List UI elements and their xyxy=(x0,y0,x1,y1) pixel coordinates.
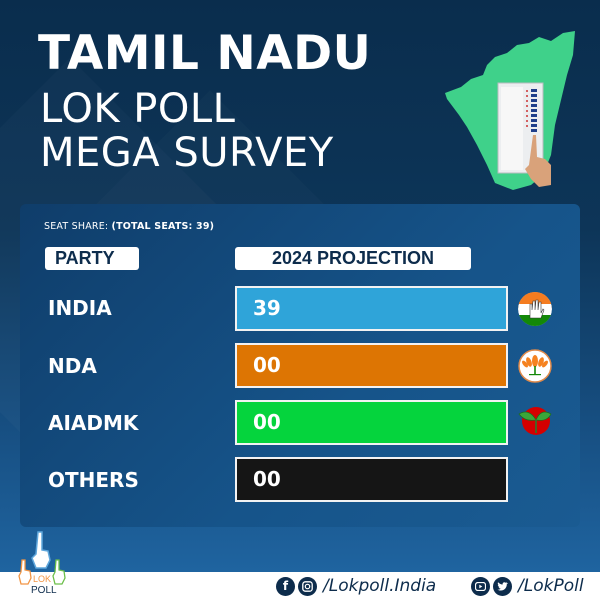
lokpoll-logo: LOK POLL xyxy=(18,531,66,596)
handle-lokpoll-india[interactable]: /Lokpoll.India xyxy=(323,576,437,596)
party-label-india: INDIA xyxy=(48,296,112,320)
facebook-icon[interactable]: f xyxy=(276,576,295,596)
aiadmk-two-leaves-icon xyxy=(518,407,552,435)
seat-share-panel: SEAT SHARE: (TOTAL SEATS: 39) PARTY 2024… xyxy=(20,204,580,527)
social-group-fb-ig: f /Lokpoll.India xyxy=(276,576,436,596)
brand-poll: POLL xyxy=(31,585,57,596)
social-group-yt-tw: /LokPoll xyxy=(471,576,584,596)
bar-nda: 00 xyxy=(235,343,508,388)
handle-lokpoll[interactable]: /LokPoll xyxy=(518,576,584,596)
page-title: TAMIL NADU xyxy=(38,26,372,81)
subtitle-line-2: MEGA SURVEY xyxy=(40,130,334,176)
bar-india: 39 xyxy=(235,286,508,331)
instagram-icon[interactable] xyxy=(298,576,317,596)
seat-share-caption: SEAT SHARE: (TOTAL SEATS: 39) xyxy=(44,221,214,232)
party-label-aiadmk: AIADMK xyxy=(48,411,139,435)
seat-share-label: SEAT SHARE: xyxy=(44,221,109,232)
column-header-party: PARTY xyxy=(45,247,139,270)
brand-lok: LOK xyxy=(33,574,51,584)
congress-hand-icon xyxy=(518,292,552,326)
youtube-icon[interactable] xyxy=(471,576,490,596)
party-label-nda: NDA xyxy=(48,354,97,378)
bar-aiadmk: 00 xyxy=(235,400,508,445)
bjp-lotus-icon xyxy=(518,349,552,383)
tamil-nadu-map-evm-icon xyxy=(445,31,575,190)
total-seats: (TOTAL SEATS: 39) xyxy=(111,221,215,232)
column-header-projection: 2024 PROJECTION xyxy=(235,247,471,270)
party-label-others: OTHERS xyxy=(48,468,139,492)
subtitle-line-1: LOK POLL xyxy=(40,86,236,132)
twitter-icon[interactable] xyxy=(493,576,512,596)
bar-others: 00 xyxy=(235,457,508,502)
